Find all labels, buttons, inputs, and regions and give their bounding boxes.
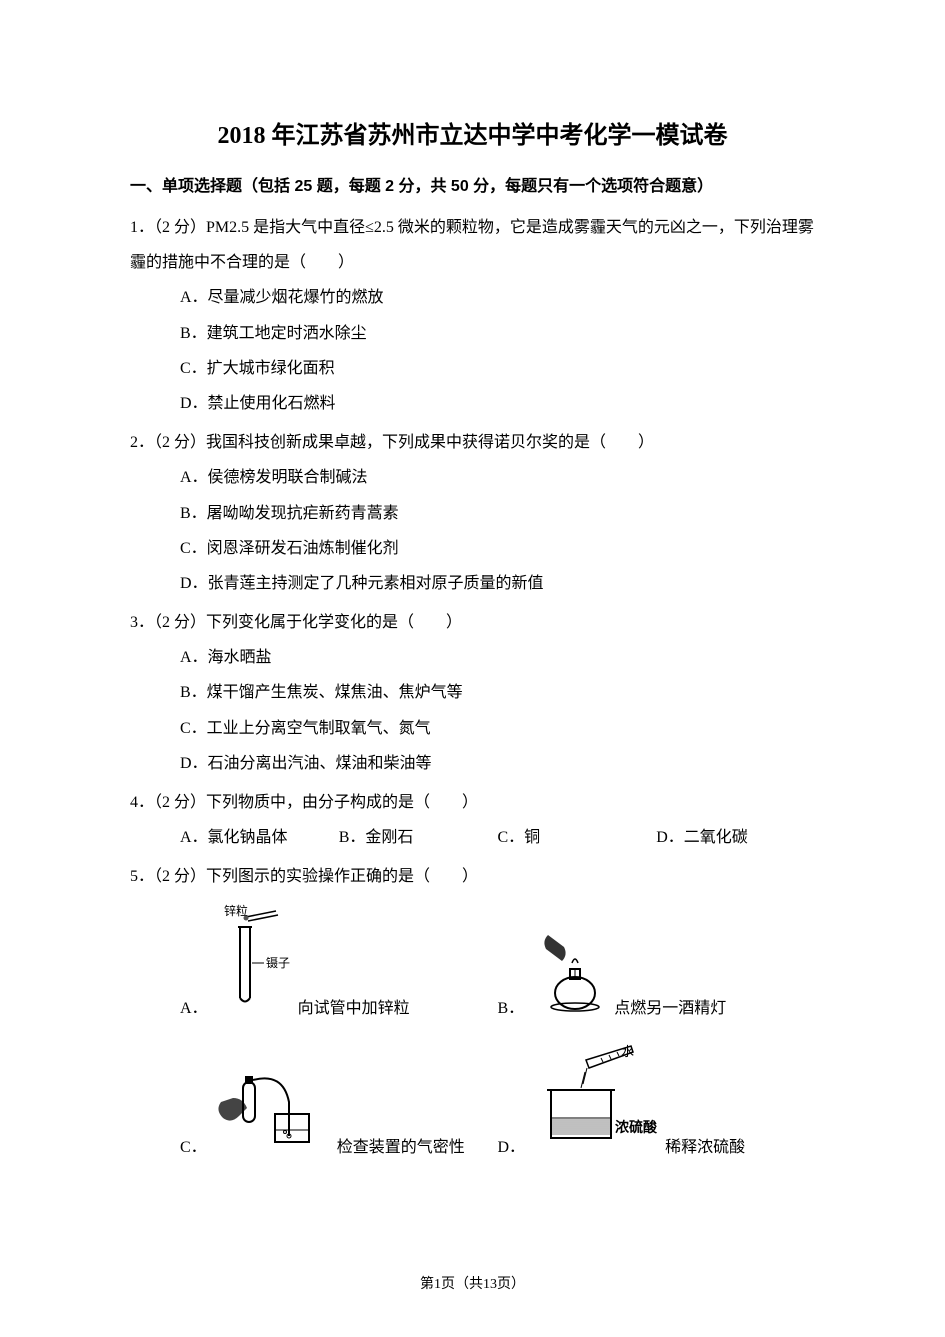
q3-option-c: C．工业上分离空气制取氧气、氮气 <box>130 711 815 746</box>
q1-stem: 1．（2 分）PM2.5 是指大气中直径≤2.5 微米的颗粒物，它是造成雾霾天气… <box>130 210 815 280</box>
q4-options: A．氯化钠晶体 B．金刚石 C．铜 D．二氧化碳 <box>130 820 815 855</box>
page-footer: 第1页（共13页） <box>0 1273 945 1293</box>
question-3: 3．（2 分）下列变化属于化学变化的是（ ） A．海水晒盐 B．煤干馏产生焦炭、… <box>130 605 815 781</box>
airtight-check-icon <box>213 1062 333 1165</box>
tweezers-label: 镊子 <box>266 956 290 970</box>
q1-option-b: B．建筑工地定时洒水除尘 <box>130 316 815 351</box>
q4-option-d: D．二氧化碳 <box>656 820 815 855</box>
q5-option-c: C． 检查装置的气密性 <box>180 1062 498 1165</box>
q3-stem: 3．（2 分）下列变化属于化学变化的是（ ） <box>130 605 815 640</box>
q5-row-2: C． 检查装置的气密性 D． 水 <box>130 1042 815 1165</box>
q5-option-a: A． 锌粒 镊子 向试管中加锌粒 <box>180 903 498 1026</box>
q2-option-a: A．侯德榜发明联合制碱法 <box>130 460 815 495</box>
q4-option-b: B．金刚石 <box>339 820 498 855</box>
q5-a-label: A． <box>180 991 208 1026</box>
q4-option-a: A．氯化钠晶体 <box>180 820 339 855</box>
q5-option-d: D． 水 <box>498 1042 816 1165</box>
q5-d-label: D． <box>498 1130 526 1165</box>
q4-stem: 4．（2 分）下列物质中，由分子构成的是（ ） <box>130 785 815 820</box>
question-2: 2．（2 分）我国科技创新成果卓越，下列成果中获得诺贝尔奖的是（ ） A．侯德榜… <box>130 425 815 601</box>
question-4: 4．（2 分）下列物质中，由分子构成的是（ ） A．氯化钠晶体 B．金刚石 C．… <box>130 785 815 855</box>
q3-option-d: D．石油分离出汽油、煤油和柴油等 <box>130 746 815 781</box>
q1-option-d: D．禁止使用化石燃料 <box>130 386 815 421</box>
q5-option-b: B． 点燃另一酒精灯 <box>498 923 816 1026</box>
section-header: 一、单项选择题（包括 25 题，每题 2 分，共 50 分，每题只有一个选项符合… <box>130 172 815 196</box>
zinc-label: 锌粒 <box>224 903 248 918</box>
q2-option-d: D．张青莲主持测定了几种元素相对原子质量的新值 <box>130 566 815 601</box>
q2-option-c: C．闵恩泽研发石油炼制催化剂 <box>130 531 815 566</box>
q4-option-c: C．铜 <box>498 820 657 855</box>
acid-label: 浓硫酸 <box>615 1119 658 1136</box>
q5-a-text: 向试管中加锌粒 <box>298 991 410 1026</box>
question-5: 5．（2 分）下列图示的实验操作正确的是（ ） A． 锌粒 镊子 向试管中加 <box>130 859 815 1165</box>
q5-d-text: 稀释浓硫酸 <box>665 1130 745 1165</box>
q2-stem: 2．（2 分）我国科技创新成果卓越，下列成果中获得诺贝尔奖的是（ ） <box>130 425 815 460</box>
q1-option-c: C．扩大城市绿化面积 <box>130 351 815 386</box>
q3-option-b: B．煤干馏产生焦炭、煤焦油、焦炉气等 <box>130 675 815 710</box>
q5-b-label: B． <box>498 991 525 1026</box>
q2-option-b: B．屠呦呦发现抗疟新药青蒿素 <box>130 496 815 531</box>
test-tube-icon: 锌粒 镊子 <box>214 903 294 1026</box>
q5-c-label: C． <box>180 1130 207 1165</box>
q1-option-a: A．尽量减少烟花爆竹的燃放 <box>130 280 815 315</box>
question-1: 1．（2 分）PM2.5 是指大气中直径≤2.5 微米的颗粒物，它是造成雾霾天气… <box>130 210 815 421</box>
q3-option-a: A．海水晒盐 <box>130 640 815 675</box>
alcohol-lamp-icon <box>530 923 610 1026</box>
dilute-acid-icon: 水 <box>531 1042 661 1165</box>
q5-b-text: 点燃另一酒精灯 <box>614 991 726 1026</box>
q5-row-1: A． 锌粒 镊子 向试管中加锌粒 B． <box>130 903 815 1026</box>
q5-stem: 5．（2 分）下列图示的实验操作正确的是（ ） <box>130 859 815 894</box>
page-title: 2018 年江苏省苏州市立达中学中考化学一模试卷 <box>130 115 815 150</box>
q5-c-text: 检查装置的气密性 <box>337 1130 465 1165</box>
